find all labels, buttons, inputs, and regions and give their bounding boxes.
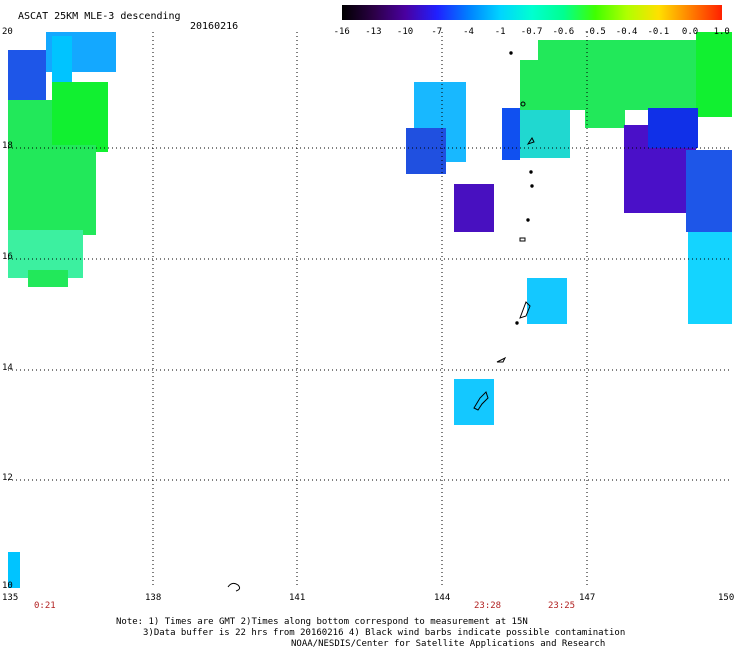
colorbar-label: -0.7 [520, 27, 543, 37]
y-tick-label: 14 [2, 363, 13, 373]
colorbar-label: -13 [365, 27, 382, 37]
colorbar-label: -16 [333, 27, 350, 37]
colorbar-gradient [342, 5, 722, 20]
island-outlines [227, 51, 535, 592]
pass-time: 23:28 [474, 601, 502, 611]
map-date: 20160216 [190, 21, 239, 32]
x-tick-label: 147 [579, 593, 596, 603]
x-tick-label: 135 [2, 593, 19, 603]
pass-time: 23:25 [548, 601, 576, 611]
colorbar-label: -7 [431, 27, 443, 37]
x-tick-label: 138 [145, 593, 162, 603]
swath-east [406, 32, 732, 425]
y-tick-label: 16 [2, 252, 13, 262]
colorbar-label: -0.5 [584, 27, 606, 37]
x-tick-label: 144 [434, 593, 451, 603]
x-tick-label: 141 [289, 593, 306, 603]
grid [8, 32, 732, 588]
colorbar-label: -0.1 [647, 27, 670, 37]
map-title: ASCAT 25KM MLE-3 descending [18, 11, 181, 22]
x-tick-label: 150 [718, 593, 735, 603]
y-tick-label: 20 [2, 27, 13, 37]
colorbar-label: -0.4 [615, 27, 638, 37]
colorbar-label: -0.6 [552, 27, 575, 37]
colorbar-label: -10 [396, 27, 414, 37]
y-tick-label: 12 [2, 473, 13, 483]
colorbar-label: 0.0 [681, 27, 699, 37]
footnote-line: 3)Data buffer is 22 hrs from 20160216 4)… [143, 628, 626, 638]
pass-time: 0:21 [34, 601, 56, 611]
y-tick-label: 18 [2, 141, 13, 151]
colorbar [342, 5, 722, 20]
colorbar-label: 1.0 [713, 27, 730, 37]
colorbar-label: -1 [494, 27, 506, 37]
colorbar-label: -4 [463, 27, 474, 37]
footnote-line: Note: 1) Times are GMT 2)Times along bot… [116, 617, 528, 627]
swath-west [8, 32, 116, 588]
footnote-line: NOAA/NESDIS/Center for Satellite Applica… [291, 639, 606, 649]
y-tick-label: 10 [2, 581, 13, 591]
